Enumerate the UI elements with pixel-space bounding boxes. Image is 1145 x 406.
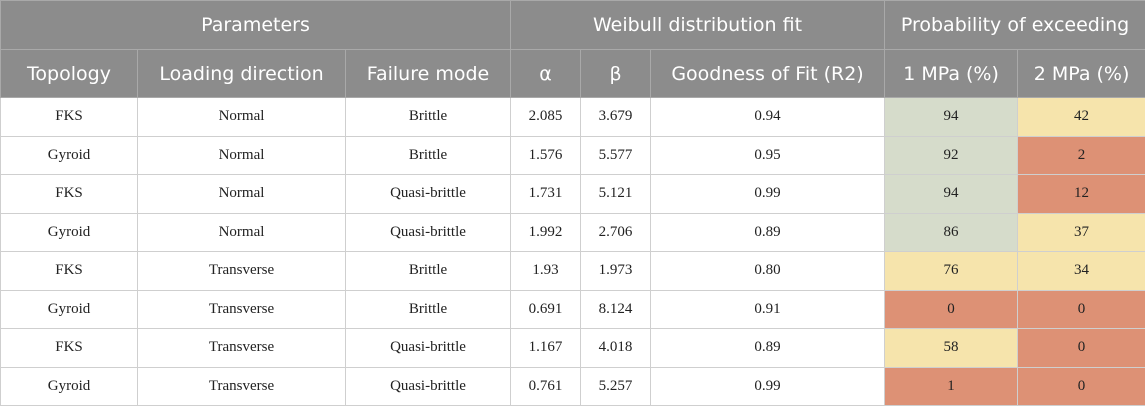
cell-failure-mode: Quasi-brittle [346, 175, 511, 214]
cell-goodness-of-fit: 0.89 [651, 329, 885, 368]
cell-goodness-of-fit: 0.99 [651, 175, 885, 214]
cell-alpha: 1.731 [511, 175, 581, 214]
table-header: Parameters Weibull distribution fit Prob… [1, 1, 1145, 98]
column-header-1mpa: 1 MPa (%) [885, 50, 1018, 98]
cell-alpha: 1.992 [511, 213, 581, 252]
cell-prob-2mpa: 37 [1018, 213, 1145, 252]
cell-failure-mode: Brittle [346, 98, 511, 137]
cell-topology: Gyroid [1, 367, 138, 406]
cell-beta: 5.121 [581, 175, 651, 214]
cell-topology: Gyroid [1, 290, 138, 329]
cell-beta: 8.124 [581, 290, 651, 329]
cell-topology: FKS [1, 252, 138, 291]
cell-beta: 1.973 [581, 252, 651, 291]
column-header-alpha: α [511, 50, 581, 98]
cell-loading-direction: Normal [138, 213, 346, 252]
cell-alpha: 1.167 [511, 329, 581, 368]
cell-beta: 2.706 [581, 213, 651, 252]
cell-loading-direction: Transverse [138, 290, 346, 329]
cell-alpha: 2.085 [511, 98, 581, 137]
cell-loading-direction: Normal [138, 136, 346, 175]
cell-failure-mode: Brittle [346, 290, 511, 329]
cell-topology: Gyroid [1, 213, 138, 252]
cell-prob-1mpa: 94 [885, 98, 1018, 137]
cell-goodness-of-fit: 0.94 [651, 98, 885, 137]
cell-goodness-of-fit: 0.91 [651, 290, 885, 329]
cell-prob-1mpa: 58 [885, 329, 1018, 368]
cell-loading-direction: Transverse [138, 329, 346, 368]
header-group-row: Parameters Weibull distribution fit Prob… [1, 1, 1145, 50]
cell-topology: FKS [1, 329, 138, 368]
cell-alpha: 1.93 [511, 252, 581, 291]
cell-prob-2mpa: 0 [1018, 367, 1145, 406]
column-header-loading-direction: Loading direction [138, 50, 346, 98]
cell-prob-1mpa: 76 [885, 252, 1018, 291]
cell-alpha: 1.576 [511, 136, 581, 175]
cell-prob-2mpa: 2 [1018, 136, 1145, 175]
column-header-topology: Topology [1, 50, 138, 98]
cell-goodness-of-fit: 0.99 [651, 367, 885, 406]
cell-failure-mode: Quasi-brittle [346, 367, 511, 406]
cell-loading-direction: Transverse [138, 367, 346, 406]
cell-beta: 3.679 [581, 98, 651, 137]
cell-prob-1mpa: 1 [885, 367, 1018, 406]
header-group-probability-exceeding: Probability of exceeding [885, 1, 1145, 50]
cell-prob-1mpa: 92 [885, 136, 1018, 175]
cell-topology: Gyroid [1, 136, 138, 175]
cell-prob-2mpa: 12 [1018, 175, 1145, 214]
cell-failure-mode: Brittle [346, 252, 511, 291]
cell-beta: 5.577 [581, 136, 651, 175]
cell-goodness-of-fit: 0.89 [651, 213, 885, 252]
cell-alpha: 0.761 [511, 367, 581, 406]
cell-failure-mode: Quasi-brittle [346, 213, 511, 252]
cell-prob-1mpa: 0 [885, 290, 1018, 329]
cell-prob-1mpa: 94 [885, 175, 1018, 214]
cell-topology: FKS [1, 175, 138, 214]
column-header-2mpa: 2 MPa (%) [1018, 50, 1145, 98]
cell-goodness-of-fit: 0.80 [651, 252, 885, 291]
cell-prob-2mpa: 0 [1018, 329, 1145, 368]
header-column-row: Topology Loading direction Failure mode … [1, 50, 1145, 98]
cell-failure-mode: Quasi-brittle [346, 329, 511, 368]
cell-beta: 5.257 [581, 367, 651, 406]
cell-topology: FKS [1, 98, 138, 137]
cell-goodness-of-fit: 0.95 [651, 136, 885, 175]
cell-alpha: 0.691 [511, 290, 581, 329]
header-group-weibull-fit: Weibull distribution fit [511, 1, 885, 50]
cell-loading-direction: Normal [138, 175, 346, 214]
cell-loading-direction: Normal [138, 98, 346, 137]
cell-prob-2mpa: 0 [1018, 290, 1145, 329]
cell-prob-1mpa: 86 [885, 213, 1018, 252]
cell-beta: 4.018 [581, 329, 651, 368]
column-header-failure-mode: Failure mode [346, 50, 511, 98]
column-header-beta: β [581, 50, 651, 98]
column-header-goodness-of-fit: Goodness of Fit (R2) [651, 50, 885, 98]
cell-prob-2mpa: 42 [1018, 98, 1145, 137]
cell-loading-direction: Transverse [138, 252, 346, 291]
cell-prob-2mpa: 34 [1018, 252, 1145, 291]
cell-failure-mode: Brittle [346, 136, 511, 175]
header-group-parameters: Parameters [1, 1, 511, 50]
